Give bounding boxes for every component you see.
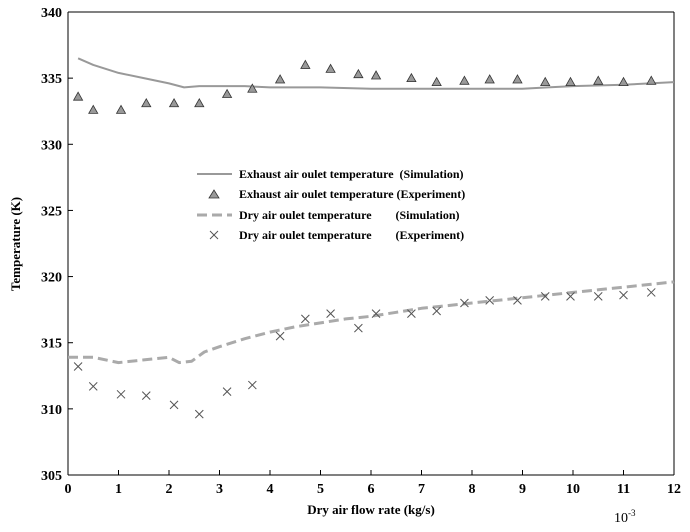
exhaust-simulation-line <box>77 57 675 90</box>
dry-experiment-point <box>540 292 550 301</box>
dry-experiment-point <box>407 309 416 318</box>
dry-experiment-point <box>354 323 363 333</box>
legend-label-exhaust-simulation: Exhaust air oulet temperature (Simulatio… <box>239 167 464 181</box>
dry-experiment-point <box>247 380 257 390</box>
x-tick-label: 9 <box>519 482 526 497</box>
exhaust-experiment-point <box>431 76 442 87</box>
exhaust-experiment-point <box>593 75 604 85</box>
exhaust-experiment-point <box>72 91 84 101</box>
x-tick-label: 12 <box>667 482 681 497</box>
y-ticks: 305 310 315 320 325 330 335 340 <box>41 6 73 484</box>
legend-label-exhaust-experiment: Exhaust air oulet temperature (Experimen… <box>239 187 465 201</box>
y-tick-label: 340 <box>41 6 62 21</box>
x-tick-label: 6 <box>368 482 375 497</box>
y-tick-label: 320 <box>41 271 62 286</box>
exhaust-experiment-point <box>168 97 180 108</box>
series-1 <box>72 59 657 114</box>
dry-experiment-point <box>460 298 469 308</box>
y-tick-label: 330 <box>41 138 62 153</box>
dry-experiment-point <box>222 387 232 397</box>
dry-experiment-point <box>326 309 335 318</box>
dry-experiment-point <box>513 296 522 305</box>
legend-swatch-exhaust-experiment <box>208 189 220 199</box>
exhaust-experiment-point <box>565 76 576 87</box>
exhaust-experiment-point <box>353 68 364 79</box>
y-tick-label: 325 <box>41 204 62 219</box>
x-tick-label: 4 <box>267 482 274 497</box>
dry-simulation-line <box>68 280 675 365</box>
x-tick-label: 0 <box>65 482 72 497</box>
x-multiplier-base: 10 <box>614 511 628 526</box>
exhaust-experiment-point <box>618 76 629 87</box>
x-multiplier-exponent: -3 <box>628 508 636 518</box>
series-2 <box>68 280 675 365</box>
exhaust-experiment-point <box>325 63 336 73</box>
exhaust-experiment-point <box>141 97 152 108</box>
dry-experiment-point <box>566 292 575 301</box>
dry-experiment-point <box>141 391 151 400</box>
dry-experiment-point <box>169 400 179 410</box>
dry-experiment-point <box>432 306 442 316</box>
dry-experiment-point <box>88 382 98 391</box>
y-tick-label: 335 <box>41 72 62 87</box>
x-multiplier: 10-3 <box>614 508 636 526</box>
exhaust-experiment-point <box>221 88 233 98</box>
y-axis-label: Temperature (K) <box>8 197 23 291</box>
dry-experiment-point <box>275 331 285 341</box>
exhaust-experiment-point <box>300 59 311 69</box>
y-tick-label: 315 <box>41 337 62 352</box>
series-0 <box>77 57 675 90</box>
y-tick-label: 305 <box>41 469 62 484</box>
dry-experiment-point <box>300 314 310 324</box>
x-tick-label: 7 <box>418 482 425 497</box>
exhaust-experiment-point <box>406 72 417 83</box>
series-3 <box>73 288 656 419</box>
exhaust-experiment-point <box>540 76 551 87</box>
y-tick-label: 310 <box>41 403 62 418</box>
dry-experiment-point <box>73 362 83 371</box>
dry-experiment-point <box>371 309 381 318</box>
dry-experiment-point <box>194 409 204 419</box>
x-tick-label: 1 <box>115 482 122 497</box>
x-tick-label: 11 <box>617 482 630 497</box>
legend-swatch-dry-experiment <box>209 230 219 240</box>
exhaust-experiment-point <box>115 104 127 114</box>
dry-experiment-point <box>485 296 495 305</box>
dry-experiment-point <box>593 292 603 301</box>
x-tick-label: 10 <box>566 482 580 497</box>
exhaust-experiment-point <box>646 75 657 85</box>
exhaust-experiment-point <box>274 74 286 84</box>
exhaust-experiment-point <box>370 70 382 80</box>
dry-experiment-point <box>619 290 628 300</box>
x-tick-label: 8 <box>469 482 476 497</box>
x-tick-label: 3 <box>216 482 223 497</box>
legend: Exhaust air oulet temperature (Simulatio… <box>197 167 465 242</box>
exhaust-experiment-point <box>459 75 470 85</box>
exhaust-experiment-point <box>247 83 258 93</box>
x-ticks: 0 1 2 3 4 5 6 7 8 9 10 11 12 <box>65 470 681 497</box>
x-tick-label: 2 <box>166 482 173 497</box>
exhaust-experiment-point <box>194 97 205 108</box>
legend-label-dry-experiment: Dry air oulet temperature (Experiment) <box>239 228 464 242</box>
exhaust-experiment-point <box>484 74 495 84</box>
dry-experiment-point <box>116 389 126 399</box>
exhaust-experiment-point <box>512 74 523 84</box>
x-tick-label: 5 <box>317 482 324 497</box>
series-layer <box>68 57 675 419</box>
exhaust-experiment-point <box>88 104 99 114</box>
x-axis-label: Dry air flow rate (kg/s) <box>307 502 435 517</box>
dry-experiment-point <box>646 288 656 297</box>
legend-label-dry-simulation: Dry air oulet temperature (Simulation) <box>239 208 460 222</box>
